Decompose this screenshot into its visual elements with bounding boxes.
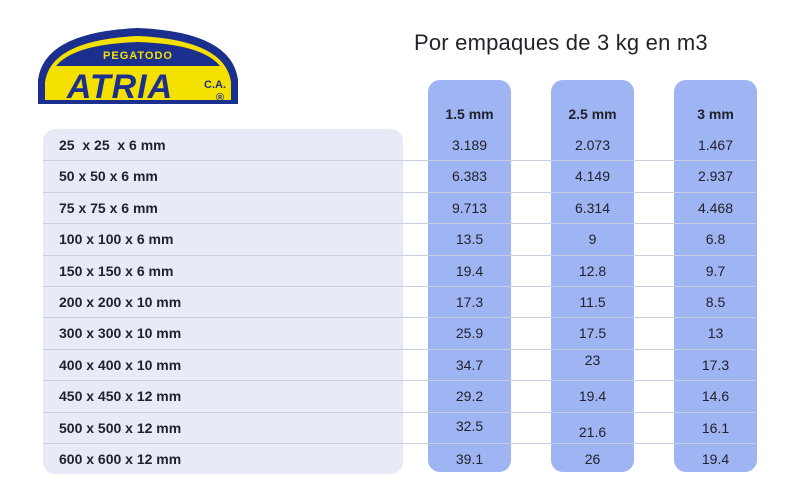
row-divider xyxy=(43,348,755,350)
column-header: 2.5 mm xyxy=(568,106,617,122)
value-cell: 4.149 xyxy=(574,168,611,185)
atria-logo: PEGATODO ATRIA C.A. ® xyxy=(38,28,238,106)
size-label: 200 x 200 x 10 mm xyxy=(59,294,182,310)
value-cell: 4.468 xyxy=(697,199,734,216)
size-label: 300 x 300 x 10 mm xyxy=(59,325,182,342)
value-cell: 19.4 xyxy=(455,262,484,279)
column-header: 1.5 mm xyxy=(445,106,494,122)
column-3mm xyxy=(674,80,757,472)
value-cell: 12.8 xyxy=(578,262,607,279)
column-1-5mm xyxy=(428,80,511,472)
value-cell: 39.1 xyxy=(455,451,484,467)
size-label: 450 x 450 x 12 mm xyxy=(59,388,182,405)
value-cell: 26 xyxy=(584,451,601,467)
logo-brand: ATRIA xyxy=(66,68,173,106)
value-cell: 21.6 xyxy=(578,423,607,440)
logo-top-text: PEGATODO xyxy=(103,50,173,62)
size-label: 25 x 25 x 6 mm xyxy=(59,137,166,153)
size-label: 75 x 75 x 6 mm xyxy=(59,199,158,216)
value-cell: 14.6 xyxy=(701,388,730,405)
value-cell: 32.5 xyxy=(455,417,484,434)
size-label: 400 x 400 x 10 mm xyxy=(59,356,182,373)
size-label: 100 x 100 x 6 mm xyxy=(59,231,174,248)
logo-suffix: C.A. xyxy=(204,79,226,91)
row-divider xyxy=(43,254,755,256)
row-divider xyxy=(43,411,755,413)
value-cell: 16.1 xyxy=(701,419,730,436)
row-divider xyxy=(43,317,755,319)
value-cell: 25.9 xyxy=(455,325,484,342)
row-divider xyxy=(43,286,755,287)
value-cell: 1.467 xyxy=(697,137,734,153)
row-divider xyxy=(43,191,755,193)
row-divider xyxy=(43,160,755,162)
size-label: 150 x 150 x 6 mm xyxy=(59,262,174,279)
value-cell: 2.073 xyxy=(574,137,611,153)
value-cell: 8.5 xyxy=(705,294,726,310)
value-cell: 17.3 xyxy=(701,356,730,373)
value-cell: 17.5 xyxy=(578,325,607,342)
value-cell: 3.189 xyxy=(451,137,488,153)
value-cell: 9.713 xyxy=(451,199,488,216)
value-cell: 6.8 xyxy=(705,231,726,248)
value-cell: 9.7 xyxy=(705,262,726,279)
value-cell: 6.314 xyxy=(574,199,611,216)
value-cell: 17.3 xyxy=(455,294,484,310)
value-cell: 6.383 xyxy=(451,168,488,185)
size-panel xyxy=(43,129,403,474)
column-header: 3 mm xyxy=(697,106,734,122)
size-label: 600 x 600 x 12 mm xyxy=(59,451,182,467)
value-cell: 2.937 xyxy=(697,168,734,185)
value-cell: 19.4 xyxy=(701,451,730,467)
value-cell: 19.4 xyxy=(578,388,607,405)
value-cell: 11.5 xyxy=(579,294,606,310)
column-2-5mm xyxy=(551,80,634,472)
value-cell: 13 xyxy=(707,325,724,342)
size-label: 50 x 50 x 6 mm xyxy=(59,168,158,185)
size-label: 500 x 500 x 12 mm xyxy=(59,419,182,436)
logo-registered: ® xyxy=(216,92,224,104)
value-cell: 29.2 xyxy=(455,388,484,405)
value-cell: 13.5 xyxy=(455,231,484,248)
row-divider xyxy=(43,223,755,225)
page-title: Por empaques de 3 kg en m3 xyxy=(414,30,708,55)
value-cell: 9 xyxy=(588,231,597,248)
row-divider xyxy=(43,443,755,444)
row-divider xyxy=(43,380,755,382)
value-cell: 23 xyxy=(584,351,601,368)
value-cell: 34.7 xyxy=(455,356,484,373)
